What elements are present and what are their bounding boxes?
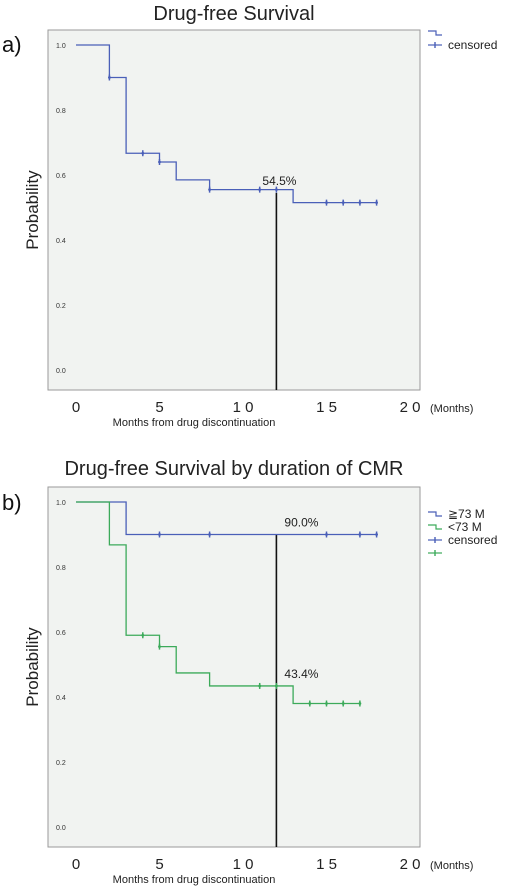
censor-mark-dot bbox=[341, 201, 345, 205]
x-tick-label: 1 5 bbox=[316, 399, 337, 416]
x-tick-label: 0 bbox=[72, 856, 80, 873]
plot-area-0 bbox=[47, 29, 421, 391]
y-tick-label: 0.2 bbox=[56, 303, 66, 310]
x-tick-label: 1 5 bbox=[316, 856, 337, 873]
x-tick-label: 2 0 bbox=[400, 856, 421, 873]
censor-mark-dot bbox=[158, 160, 161, 164]
x-axis-label: Months from drug discontinuation bbox=[113, 874, 276, 886]
x-tick-label: 0 bbox=[72, 399, 80, 416]
plot-area-1 bbox=[47, 486, 421, 848]
censor-mark-dot bbox=[275, 188, 278, 192]
y-tick-label: 0.6 bbox=[56, 630, 66, 637]
censor-mark-dot bbox=[275, 684, 278, 688]
legend-entry: <73 M bbox=[448, 520, 482, 534]
censor-mark-dot bbox=[325, 533, 328, 536]
y-tick-label: 1.0 bbox=[56, 43, 66, 50]
censor-mark-dot bbox=[108, 76, 111, 79]
censor-mark-dot bbox=[158, 645, 161, 649]
censor-mark-dot bbox=[358, 702, 362, 705]
panel-label: b) bbox=[2, 490, 22, 515]
censor-mark-dot bbox=[141, 633, 145, 637]
censor-mark-dot bbox=[158, 533, 161, 536]
y-tick-label: 0.8 bbox=[56, 108, 66, 115]
censor-mark-dot bbox=[375, 533, 378, 536]
y-axis-label: Probability bbox=[23, 170, 42, 250]
x-tick-label: 5 bbox=[155, 399, 163, 416]
censor-mark-dot bbox=[258, 188, 262, 192]
legend-swatch bbox=[428, 511, 442, 517]
survival-curve-series-1 bbox=[76, 501, 360, 705]
y-tick-label: 0.0 bbox=[56, 825, 66, 832]
x-tick-label: 2 0 bbox=[400, 399, 421, 416]
chart-title: Drug-free Survival by duration of CMR bbox=[64, 458, 403, 480]
y-tick-label: 0.8 bbox=[56, 565, 66, 572]
x-tick-label: 1 0 bbox=[233, 856, 254, 873]
censor-mark-dot bbox=[375, 201, 378, 205]
survival-curve-series-0 bbox=[76, 44, 377, 204]
legend-entry: censored bbox=[448, 533, 497, 547]
x-axis-label: Months from drug discontinuation bbox=[113, 417, 276, 429]
censor-mark-dot bbox=[208, 188, 212, 192]
censor-mark-dot bbox=[325, 201, 328, 205]
y-tick-label: 1.0 bbox=[56, 500, 66, 507]
y-tick-label: 0.0 bbox=[56, 368, 66, 375]
legend-swatch bbox=[428, 30, 442, 36]
y-tick-label: 0.6 bbox=[56, 173, 66, 180]
censor-mark-dot bbox=[258, 684, 262, 688]
censor-mark-dot bbox=[208, 533, 212, 536]
annotation-label: 43.4% bbox=[284, 667, 318, 681]
legend-swatch bbox=[428, 524, 442, 530]
annotation-label: 90.0% bbox=[284, 516, 318, 530]
censor-mark-dot bbox=[325, 702, 328, 705]
y-tick-label: 0.4 bbox=[56, 695, 66, 702]
x-unit-label: (Months) bbox=[430, 860, 473, 872]
y-axis-label: Probability bbox=[23, 627, 42, 707]
panel-label: a) bbox=[2, 32, 22, 57]
censor-mark-dot bbox=[341, 702, 345, 705]
censor-mark-dot bbox=[308, 702, 312, 705]
legend-entry: censored bbox=[448, 38, 497, 52]
chart-title: Drug-free Survival bbox=[153, 3, 314, 25]
x-tick-label: 5 bbox=[155, 856, 163, 873]
legend-entry: ≧73 M bbox=[448, 507, 485, 521]
censor-mark-dot bbox=[358, 533, 362, 536]
annotation-label: 54.5% bbox=[262, 174, 296, 188]
x-tick-label: 1 0 bbox=[233, 399, 254, 416]
censor-mark-dot bbox=[141, 151, 145, 155]
y-tick-label: 0.2 bbox=[56, 760, 66, 767]
x-unit-label: (Months) bbox=[430, 403, 473, 415]
y-tick-label: 0.4 bbox=[56, 238, 66, 245]
censor-mark-dot bbox=[358, 201, 362, 205]
